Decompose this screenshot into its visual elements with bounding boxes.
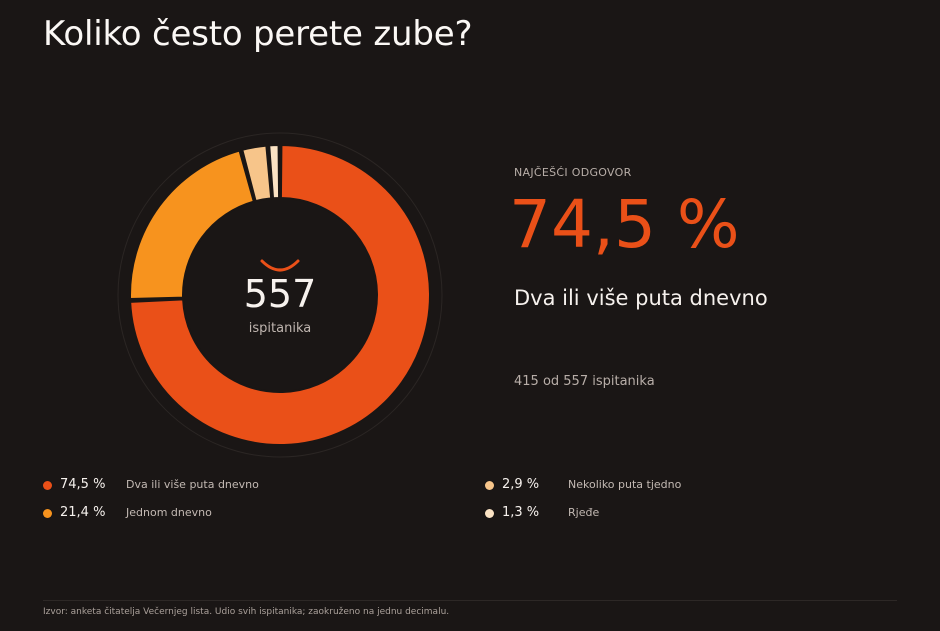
legend-label: Dva ili više puta dnevno: [126, 478, 259, 491]
donut-slice: [129, 143, 431, 446]
donut-svg: [117, 132, 443, 458]
highlight-percent: 74,5 %: [509, 186, 740, 263]
legend-swatch: [43, 481, 52, 490]
legend-swatch: [43, 509, 52, 518]
donut-slice: [268, 143, 281, 200]
highlight-count: 415 od 557 ispitanika: [514, 374, 655, 389]
legend-percent: 74,5 %: [60, 477, 106, 492]
donut-slice: [241, 144, 273, 203]
donut-slice: [129, 149, 256, 300]
donut-hole: [184, 199, 376, 391]
chart-title: Koliko često perete zube?: [43, 14, 473, 54]
smile-icon: [260, 259, 300, 272]
highlight-label: Dva ili više puta dnevno: [514, 286, 768, 310]
donut-chart: 557 ispitanika: [115, 130, 445, 460]
legend-percent: 1,3 %: [502, 505, 540, 520]
legend-swatch: [485, 481, 494, 490]
legend-label: Jednom dnevno: [126, 506, 212, 519]
respondent-count: 557: [243, 272, 317, 316]
respondent-label: ispitanika: [248, 321, 312, 336]
legend-percent: 2,9 %: [502, 477, 540, 492]
legend-label: Nekoliko puta tjedno: [568, 478, 682, 491]
legend-label: Rjeđe: [568, 506, 600, 519]
footer-divider: [43, 600, 897, 601]
donut-outer-ring: [117, 132, 443, 458]
highlight-kicker: NAJČEŠĆI ODGOVOR: [514, 166, 632, 179]
legend-swatch: [485, 509, 494, 518]
source-note: Izvor: anketa čitatelja Večernjeg lista.…: [43, 607, 450, 617]
legend-percent: 21,4 %: [60, 505, 106, 520]
